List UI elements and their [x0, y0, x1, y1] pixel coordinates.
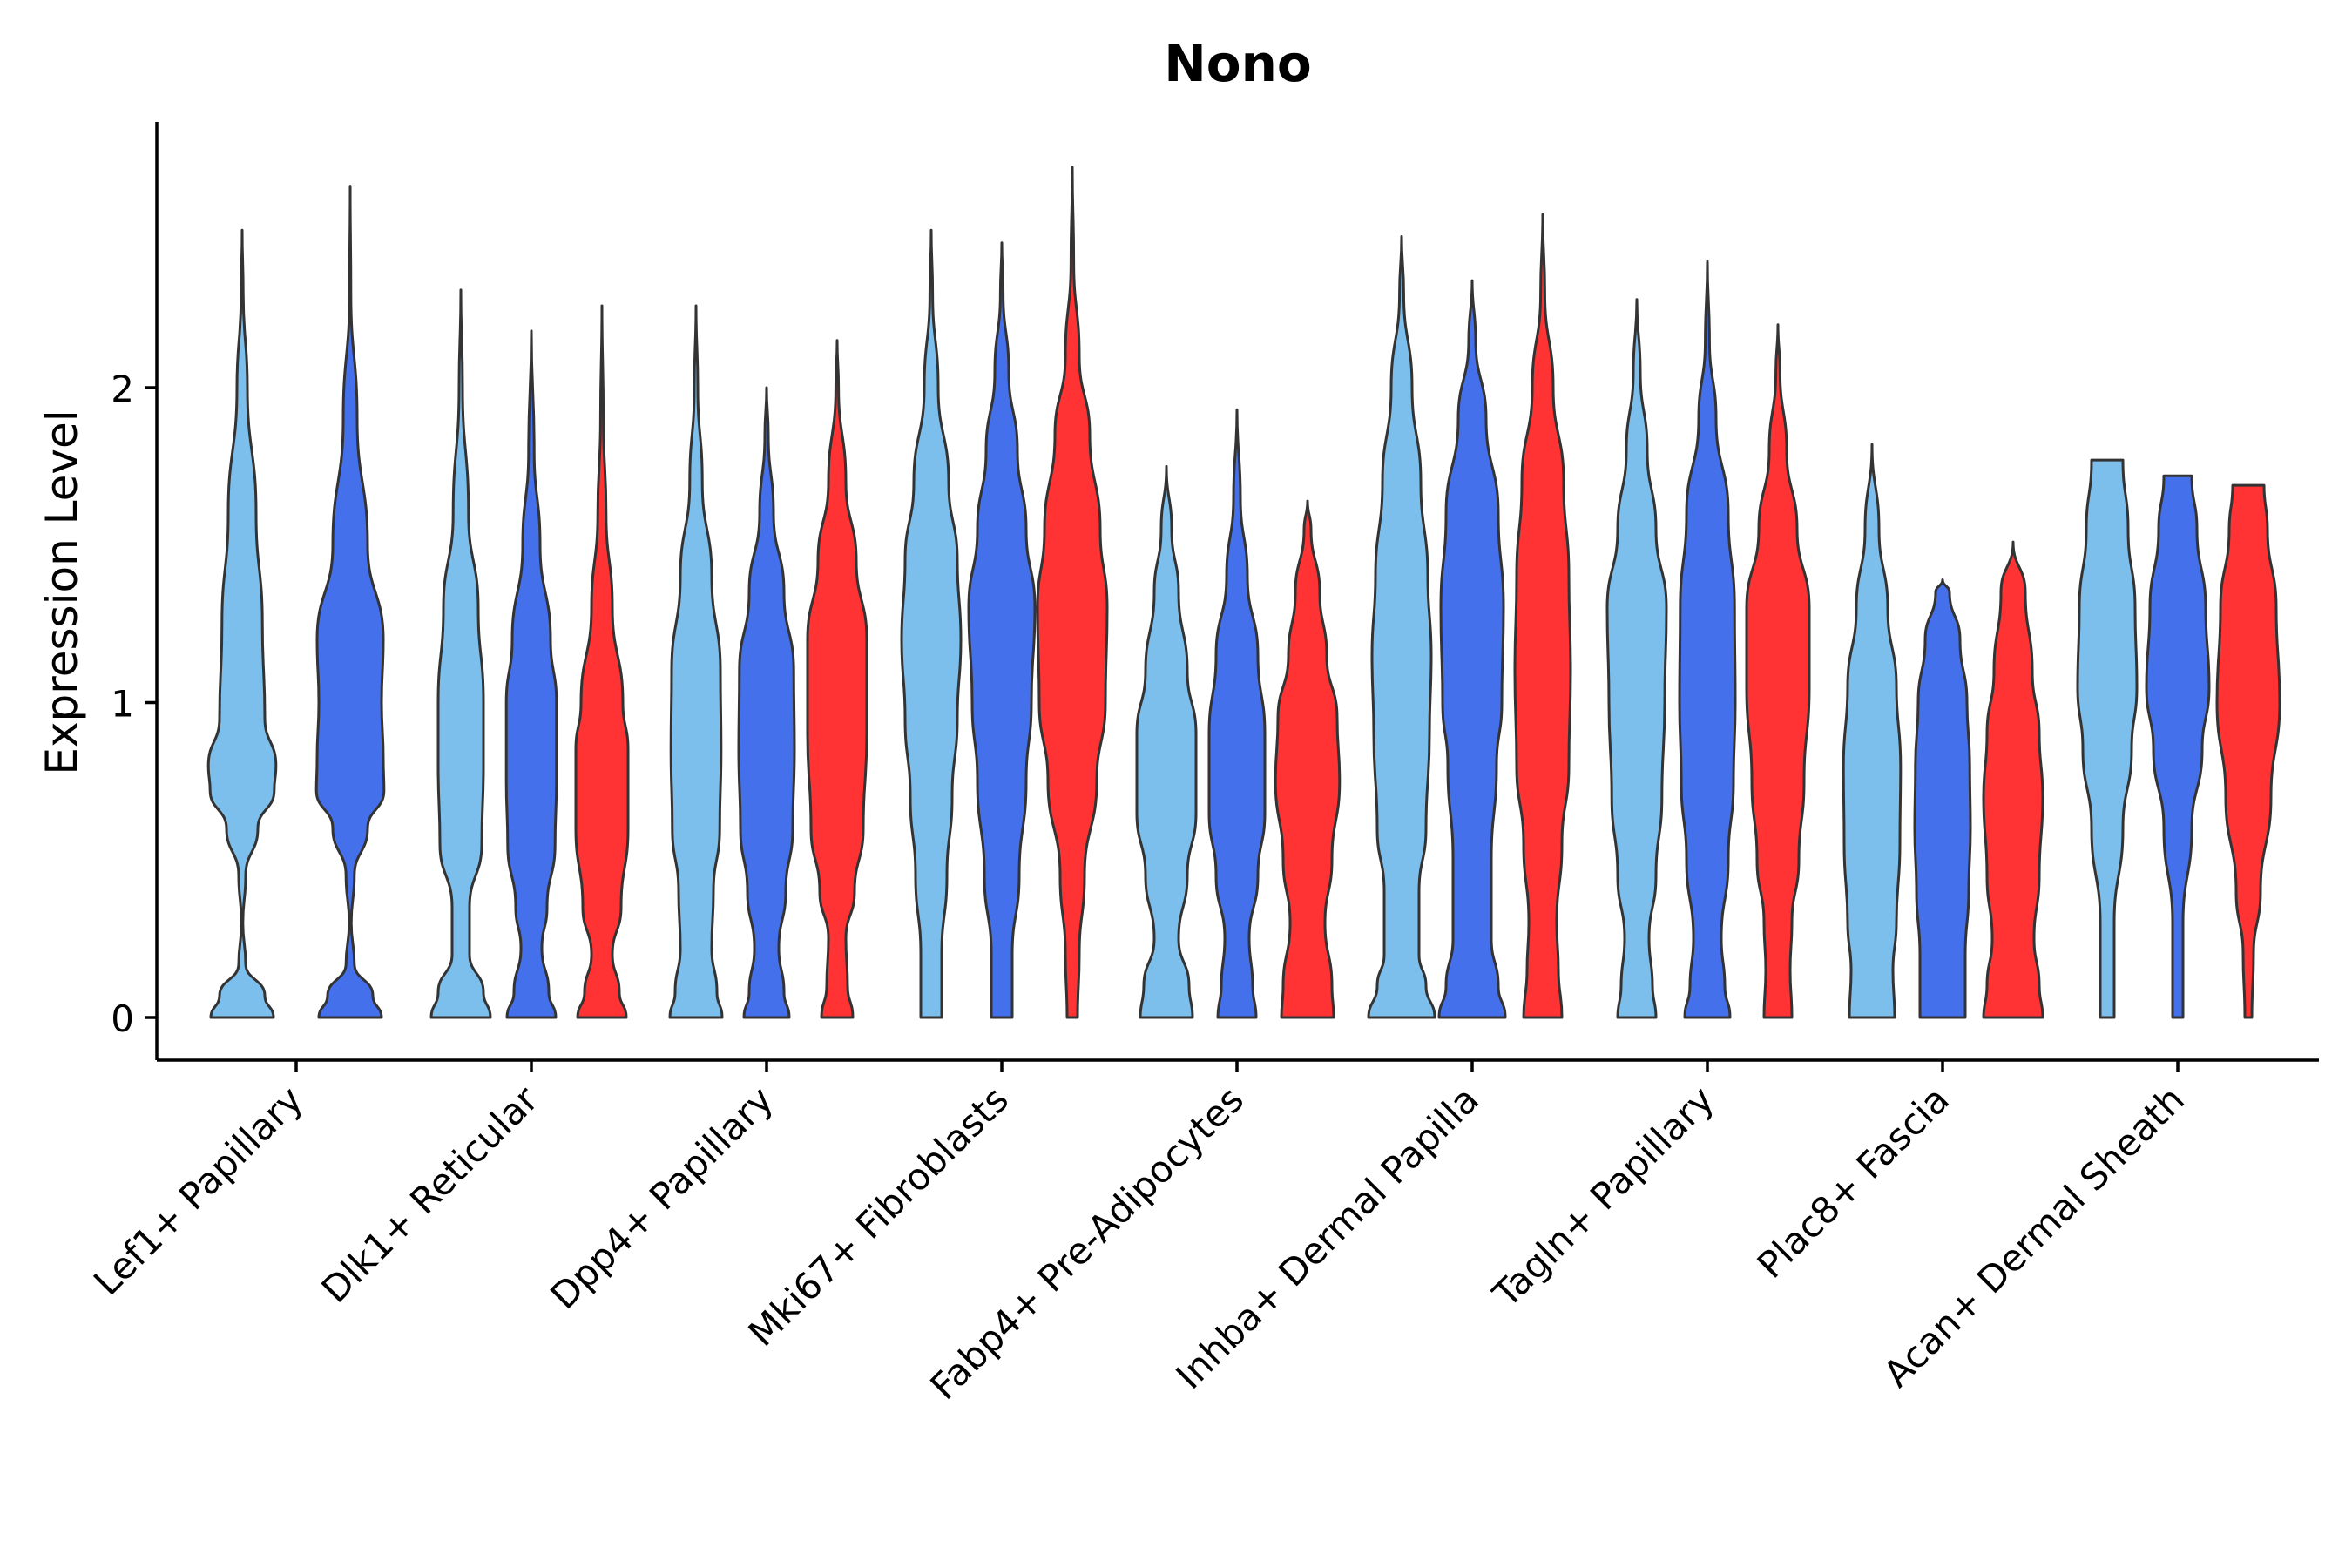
violin-5-2	[1207, 408, 1267, 1019]
chart-title: Nono	[1164, 34, 1312, 93]
violin-3-1	[668, 304, 724, 1019]
violin-8-3	[1982, 540, 2044, 1019]
violin-3-3	[806, 339, 868, 1019]
violin-2-1	[429, 288, 492, 1019]
x-tick-label: Dlk1+ Reticular	[314, 1078, 547, 1311]
y-tick-label: 2	[111, 368, 134, 410]
violin-7-2	[1678, 260, 1737, 1019]
violin-5-1	[1135, 464, 1198, 1019]
violin-2-2	[504, 329, 558, 1019]
x-tick-label: Mki67+ Fibroblasts	[740, 1078, 1017, 1354]
violin-1-2	[314, 185, 386, 1019]
violin-layer	[206, 166, 2281, 1019]
x-tick-label: Plac8+ Fascia	[1749, 1078, 1957, 1286]
violin-8-2	[1913, 578, 1972, 1019]
y-tick-label: 1	[111, 683, 134, 726]
violin-6-3	[1513, 213, 1572, 1019]
violin-5-3	[1274, 499, 1342, 1019]
violin-6-2	[1437, 279, 1507, 1019]
violin-8-1	[1842, 443, 1903, 1019]
violin-2-3	[574, 304, 630, 1019]
x-tick-label: Dpp4+ Papillary	[542, 1078, 781, 1317]
x-tick-label: Lef1+ Papillary	[85, 1078, 311, 1303]
violin-4-1	[900, 228, 963, 1019]
x-tick-label: Tagln+ Papillary	[1484, 1078, 1722, 1315]
violin-4-2	[967, 241, 1037, 1019]
violin-9-3	[2215, 483, 2281, 1019]
violin-6-1	[1367, 234, 1436, 1019]
violin-9-1	[2076, 458, 2139, 1019]
violin-1-1	[206, 228, 278, 1019]
violin-9-2	[2145, 474, 2211, 1019]
y-axis-label: Expression Level	[37, 409, 87, 774]
violin-4-3	[1036, 166, 1109, 1019]
violin-7-1	[1605, 298, 1668, 1019]
violin-3-2	[737, 386, 796, 1019]
y-ticks: 0 1 2	[111, 368, 157, 1040]
y-tick-label: 0	[111, 997, 134, 1040]
violin-7-3	[1745, 323, 1811, 1019]
